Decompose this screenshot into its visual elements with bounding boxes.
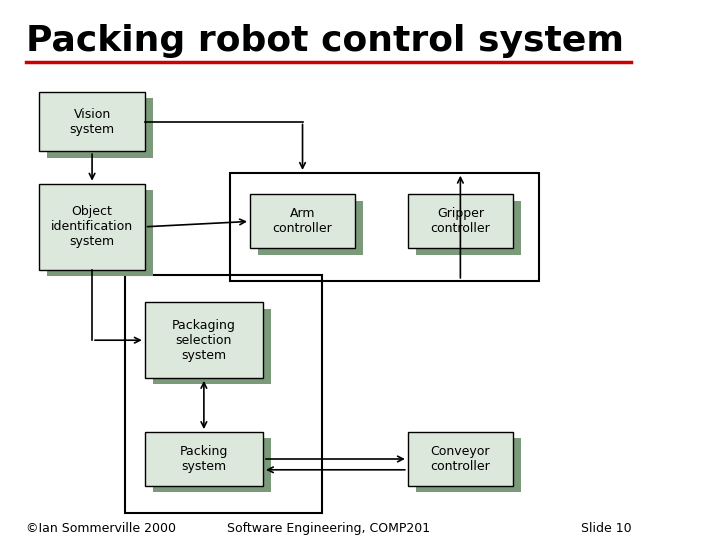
FancyBboxPatch shape <box>258 201 363 255</box>
Text: Conveyor
controller: Conveyor controller <box>431 445 490 473</box>
FancyBboxPatch shape <box>153 309 271 384</box>
FancyBboxPatch shape <box>415 438 521 492</box>
Text: Slide 10: Slide 10 <box>581 522 631 535</box>
FancyBboxPatch shape <box>145 302 263 378</box>
FancyBboxPatch shape <box>145 432 263 486</box>
FancyBboxPatch shape <box>415 201 521 255</box>
FancyBboxPatch shape <box>40 184 145 270</box>
Text: Object
identification
system: Object identification system <box>51 205 133 248</box>
Text: Gripper
controller: Gripper controller <box>431 207 490 235</box>
FancyBboxPatch shape <box>48 98 153 158</box>
FancyBboxPatch shape <box>408 194 513 248</box>
Text: Vision
system: Vision system <box>70 107 114 136</box>
Text: ©Ian Sommerville 2000: ©Ian Sommerville 2000 <box>27 522 176 535</box>
FancyBboxPatch shape <box>408 432 513 486</box>
Text: Packing
system: Packing system <box>180 445 228 473</box>
Text: Packing robot control system: Packing robot control system <box>27 24 624 58</box>
Text: Packaging
selection
system: Packaging selection system <box>172 319 236 362</box>
FancyBboxPatch shape <box>153 438 271 492</box>
Text: Arm
controller: Arm controller <box>273 207 333 235</box>
FancyBboxPatch shape <box>48 190 153 276</box>
FancyBboxPatch shape <box>40 92 145 151</box>
FancyBboxPatch shape <box>250 194 355 248</box>
Text: Software Engineering, COMP201: Software Engineering, COMP201 <box>228 522 431 535</box>
